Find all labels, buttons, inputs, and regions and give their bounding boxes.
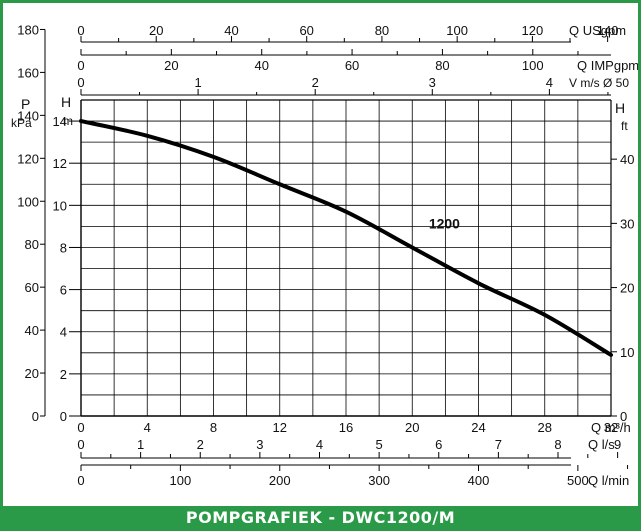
ls-tick-label: 6: [435, 437, 442, 452]
usgpm-tick-label: 80: [375, 23, 389, 38]
h-m-tick-label: 4: [60, 325, 67, 340]
h-axis-unit-right: ft: [621, 119, 628, 133]
pump-curve-1200: [79, 119, 613, 357]
lmin-tick-label: 500: [567, 473, 589, 488]
x-tick-label: 24: [471, 420, 485, 435]
h-axis-letter-left: H: [61, 94, 71, 110]
x-tick-label: 16: [339, 420, 353, 435]
h-ft-tick-label: 10: [620, 345, 634, 360]
ls-tick-label: 4: [316, 437, 323, 452]
p-tick-label: 20: [25, 366, 39, 381]
x-tick-label: 8: [210, 420, 217, 435]
p-tick-label: 120: [17, 151, 39, 166]
usgpm-tick-label: 0: [77, 23, 84, 38]
usgpm-tick-label: 100: [446, 23, 468, 38]
h-m-tick-label: 14: [53, 114, 67, 129]
lmin-tick-label: 100: [170, 473, 192, 488]
h-m-tick-label: 12: [53, 156, 67, 171]
velocity-tick-label: 4: [546, 75, 553, 90]
h-m-tick-label: 10: [53, 198, 67, 213]
p-tick-label: 180: [17, 22, 39, 37]
p-axis-letter: P: [21, 96, 30, 112]
usgpm-tick-label: 40: [224, 23, 238, 38]
x-tick-label: 32: [604, 420, 618, 435]
lmin-tick-label: 400: [468, 473, 490, 488]
lmin-axis-label: Q l/min: [588, 473, 629, 488]
impgpm-tick-label: 60: [345, 58, 359, 73]
ls-tick-label: 1: [137, 437, 144, 452]
h-m-tick-label: 0: [60, 409, 67, 424]
h-ft-tick-label: 0: [620, 409, 627, 424]
velocity-axis-label: V m/s Ø 50: [569, 76, 629, 90]
impgpm-tick-label: 0: [77, 58, 84, 73]
p-tick-label: 60: [25, 280, 39, 295]
x-tick-label: 28: [538, 420, 552, 435]
impgpm-tick-label: 40: [254, 58, 268, 73]
usgpm-tick-label: 140: [597, 23, 619, 38]
p-tick-label: 100: [17, 194, 39, 209]
x-tick-label: 0: [77, 420, 84, 435]
ls-tick-label: 7: [495, 437, 502, 452]
x-tick-label: 12: [273, 420, 287, 435]
h-axis-unit-left: m: [63, 114, 73, 128]
h-m-tick-label: 6: [60, 283, 67, 298]
usgpm-tick-label: 60: [299, 23, 313, 38]
lmin-tick-label: 0: [77, 473, 84, 488]
ls-tick-label: 5: [376, 437, 383, 452]
usgpm-tick-label: 20: [149, 23, 163, 38]
lmin-tick-label: 200: [269, 473, 291, 488]
p-tick-label: 160: [17, 65, 39, 80]
ls-tick-label: 0: [77, 437, 84, 452]
p-tick-label: 80: [25, 237, 39, 252]
usgpm-tick-label: 120: [522, 23, 544, 38]
h-ft-tick-label: 30: [620, 216, 634, 231]
velocity-tick-label: 3: [429, 75, 436, 90]
ls-tick-label: 9: [614, 437, 621, 452]
impgpm-tick-label: 20: [164, 58, 178, 73]
lmin-tick-label: 300: [368, 473, 390, 488]
x-axis-label: Q m³/h: [591, 420, 631, 435]
h-axis-letter-right: H: [615, 100, 625, 116]
x-tick-label: 4: [144, 420, 151, 435]
velocity-tick-label: 2: [312, 75, 319, 90]
chart-footer-title: POMPGRAFIEK - DWC1200/M: [3, 506, 638, 528]
ls-tick-label: 2: [197, 437, 204, 452]
h-m-tick-label: 2: [60, 367, 67, 382]
h-ft-tick-label: 20: [620, 281, 634, 296]
ls-tick-label: 8: [554, 437, 561, 452]
usgpm-axis-label: Q USgpm: [569, 23, 626, 38]
impgpm-axis-label: Q IMPgpm: [577, 58, 638, 73]
p-tick-label: 140: [17, 108, 39, 123]
h-m-tick-label: 8: [60, 240, 67, 255]
p-axis-unit: kPa: [11, 116, 32, 130]
impgpm-tick-label: 80: [435, 58, 449, 73]
curve-label: 1200: [429, 216, 460, 232]
velocity-tick-label: 1: [194, 75, 201, 90]
velocity-tick-label: 0: [77, 75, 84, 90]
p-tick-label: 40: [25, 323, 39, 338]
pump-curve-chart: 0 4 8 12 16 20 24 28 32Q m³/h02468101214Hm020406…: [11, 22, 638, 488]
p-tick-label: 0: [32, 409, 39, 424]
impgpm-tick-label: 100: [522, 58, 544, 73]
ls-tick-label: 3: [256, 437, 263, 452]
h-ft-tick-label: 40: [620, 152, 634, 167]
x-tick-label: 20: [405, 420, 419, 435]
ls-axis-label: Q l/s: [588, 437, 615, 452]
